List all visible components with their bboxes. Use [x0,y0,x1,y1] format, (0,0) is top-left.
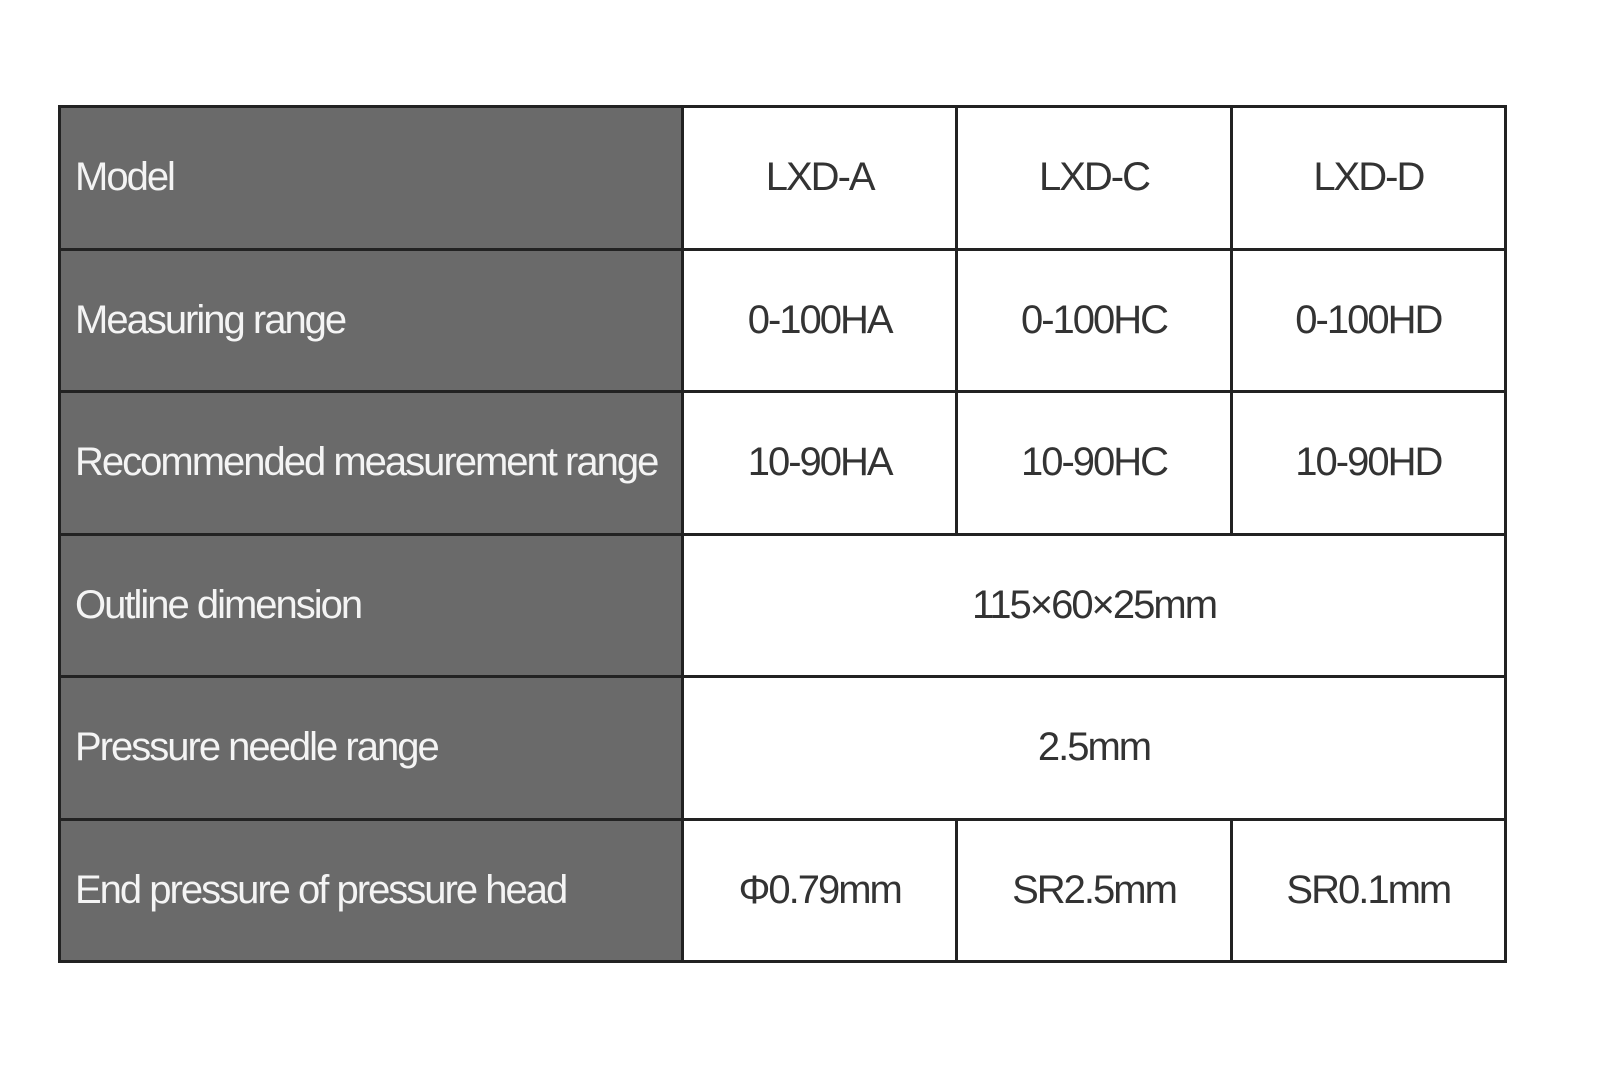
row-label: End pressure of pressure head [58,817,684,963]
row-label: Outline dimension [58,532,684,678]
table-row: End pressure of pressure head Φ0.79mm SR2.… [58,817,1508,963]
row-label: Measuring range [58,247,684,393]
cell-value: SR0.1mm [1229,817,1508,963]
cell-value: 0-100HC [955,247,1233,393]
spec-table: Model LXD-A LXD-C LXD-D Measuring range 0-100… [58,105,1508,963]
cell-value: 10-90HA [680,390,959,536]
table-row: Outline dimension 115×60×25mm [58,532,1507,678]
cell-value: 2.5mm [681,675,1507,821]
cell-value: 115×60×25mm [681,532,1507,678]
cell-value: 0-100HD [1229,247,1508,393]
cell-value: LXD-A [680,105,959,251]
cell-value: SR2.5mm [955,817,1233,963]
cell-value: 10-90HC [955,390,1233,536]
cell-value: LXD-D [1229,105,1508,251]
cell-value: 10-90HD [1229,390,1508,536]
cell-value: LXD-C [955,105,1233,251]
row-label: Pressure needle range [58,675,684,821]
table-row: Recommended measurement range 10-90HA 10-9… [58,390,1508,536]
table-row: Pressure needle range 2.5mm [58,675,1507,821]
cell-value: 0-100HA [680,247,959,393]
table-row: Model LXD-A LXD-C LXD-D [58,105,1508,251]
table-row: Measuring range 0-100HA 0-100HC 0-100HD [58,247,1508,393]
row-label: Model [58,105,684,251]
row-label: Recommended measurement range [58,390,684,536]
cell-value: Φ0.79mm [680,817,959,963]
